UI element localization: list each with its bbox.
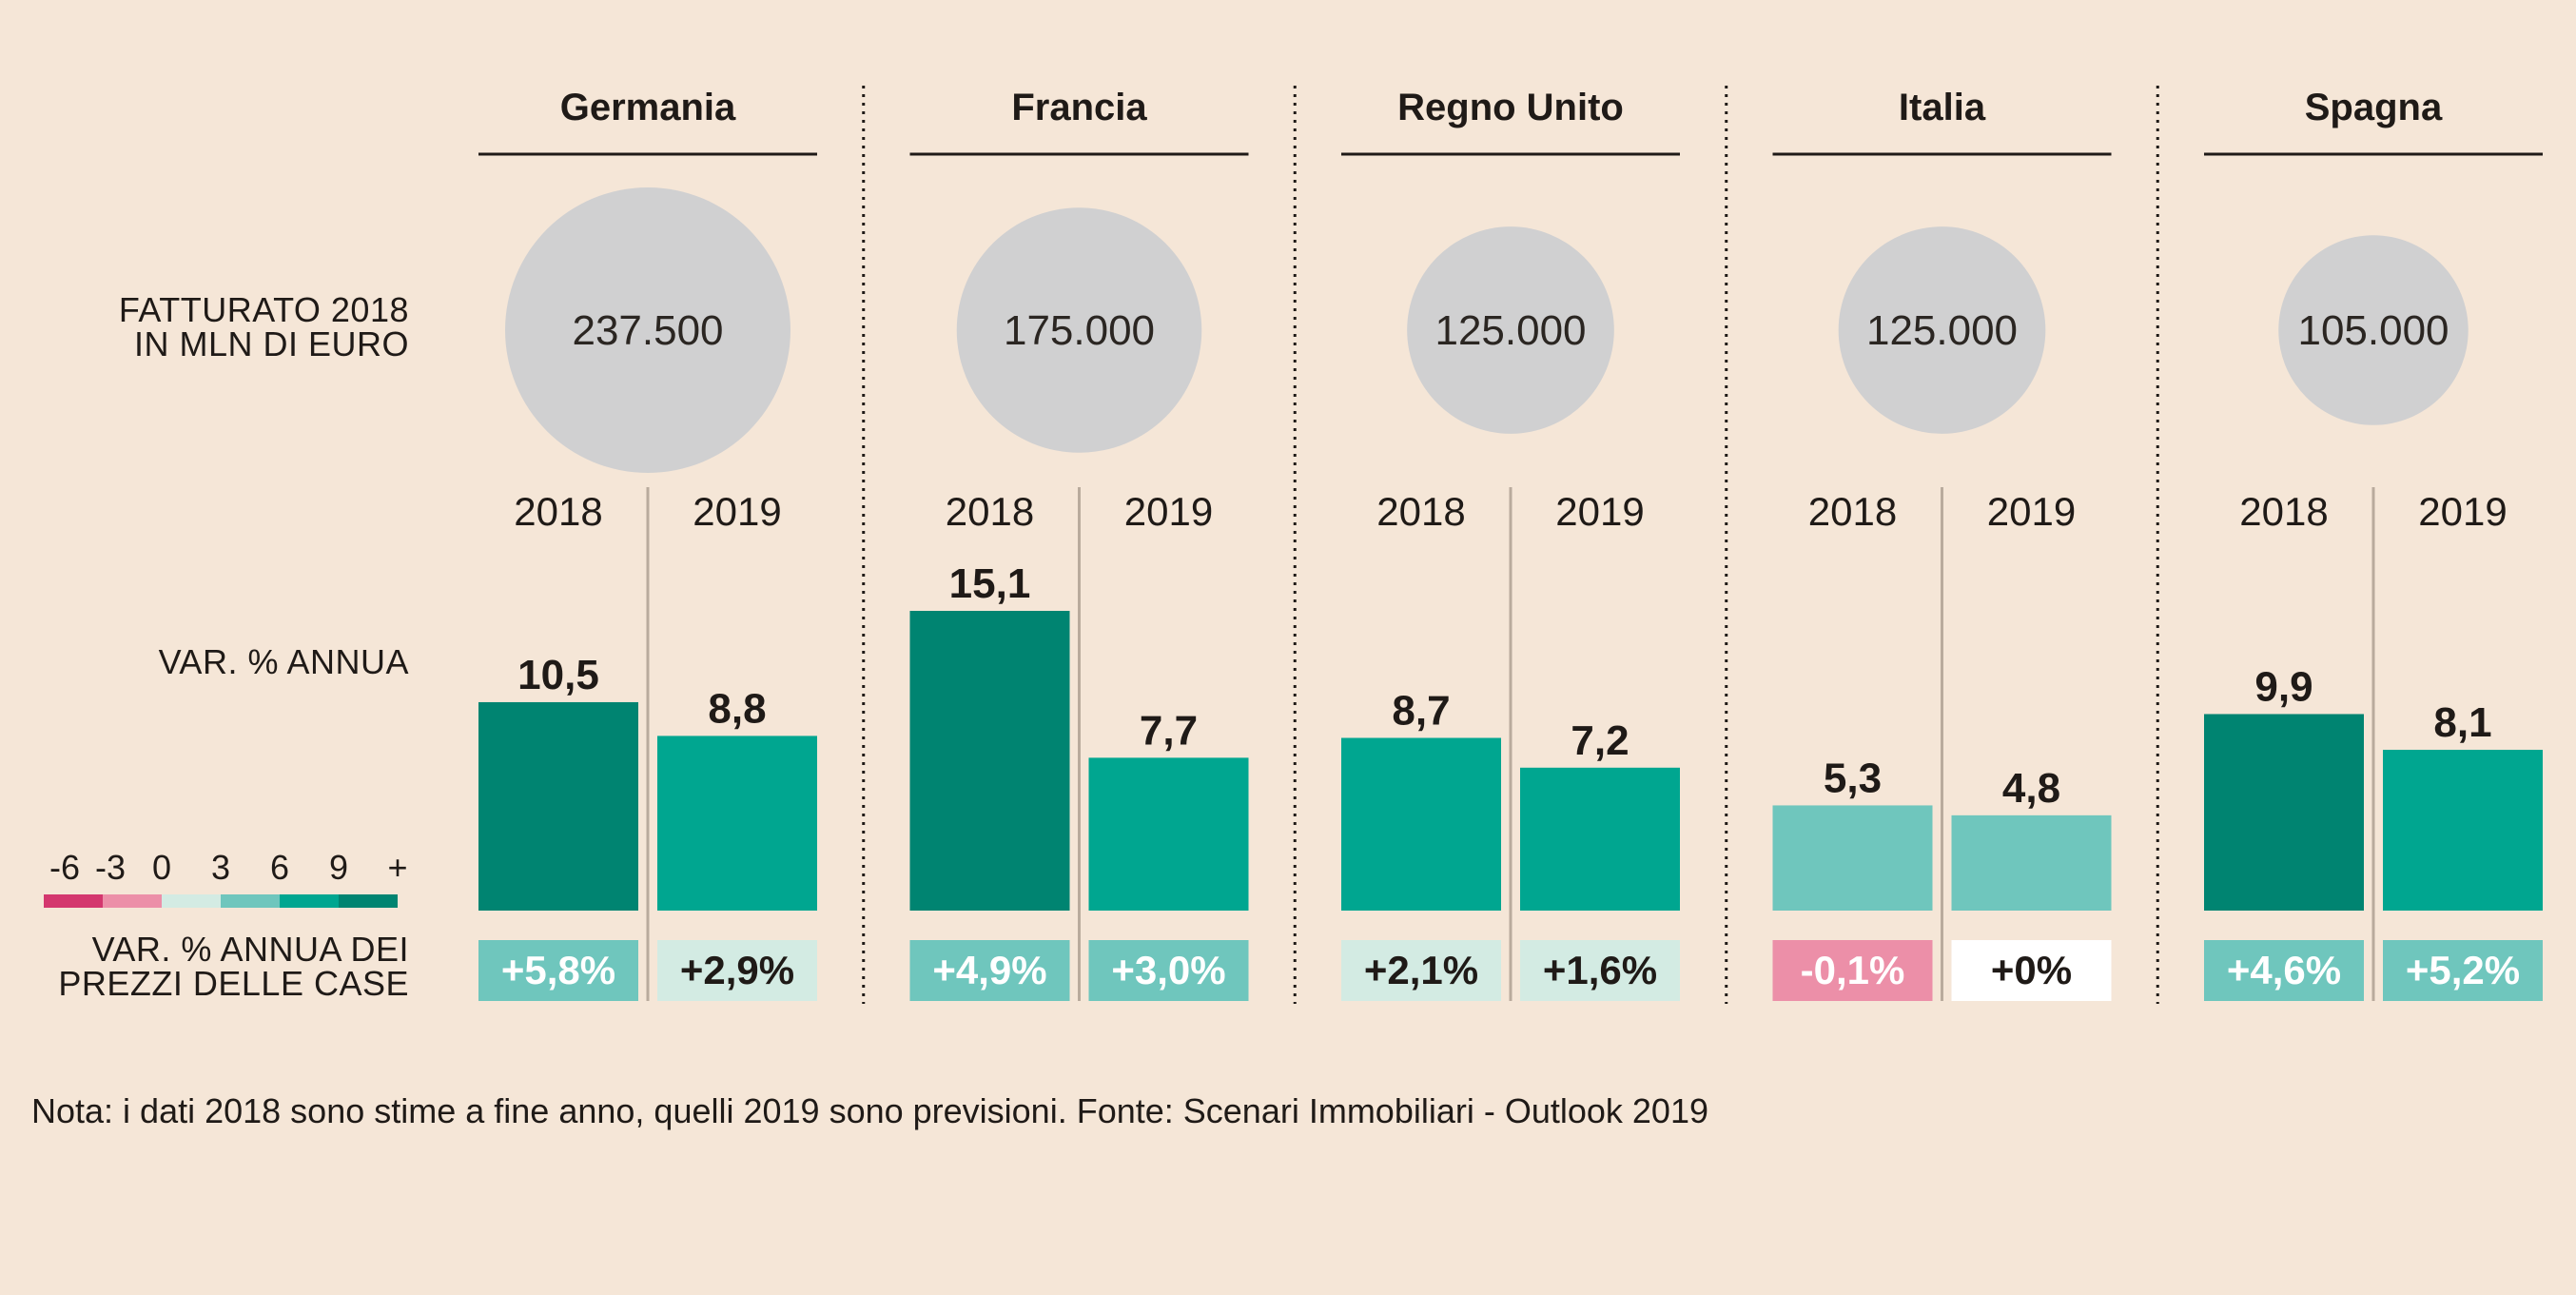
annual-change-label: 10,5 — [517, 652, 599, 698]
price-change-box — [2204, 940, 2364, 1001]
annual-change-label: 8,1 — [2433, 699, 2491, 746]
legend-tick-label: 0 — [152, 848, 171, 887]
legend-tick-label: 9 — [329, 848, 348, 887]
price-change-label: +5,8% — [501, 948, 615, 992]
price-change-label: -0,1% — [1801, 948, 1905, 992]
year-label: 2019 — [693, 489, 781, 534]
annual-change-label: 7,2 — [1571, 717, 1629, 764]
price-change-box — [1951, 940, 2112, 1001]
country-name: Regno Unito — [1397, 87, 1624, 128]
price-change-label: +2,9% — [680, 948, 794, 992]
legend-tick-label: -6 — [49, 848, 80, 887]
legend-tick-label: + — [387, 848, 407, 887]
year-label: 2019 — [1124, 489, 1213, 534]
price-change-label: +3,0% — [1111, 948, 1225, 992]
legend-swatch — [44, 894, 103, 908]
annual-change-label: 9,9 — [2254, 663, 2313, 710]
price-change-label: +0% — [1991, 948, 2072, 992]
price-change-box — [2383, 940, 2543, 1001]
annual-change-bar — [1772, 805, 1933, 911]
year-label: 2018 — [1808, 489, 1897, 534]
annual-change-bar — [1341, 737, 1501, 911]
price-change-box — [657, 940, 817, 1001]
revenue-row-label-line2: IN MLN DI EURO — [134, 324, 409, 363]
country-name: Spagna — [2305, 87, 2443, 128]
revenue-bubble — [2278, 235, 2469, 425]
revenue-value: 125.000 — [1434, 307, 1586, 354]
annual-change-label: 7,7 — [1140, 707, 1198, 754]
revenue-value: 105.000 — [2297, 307, 2449, 354]
color-scale-legend: -6 -3 0 3 6 9 + — [44, 848, 408, 908]
annual-change-bar — [909, 611, 1070, 911]
price-change-label: +5,2% — [2406, 948, 2520, 992]
price-change-box — [1520, 940, 1680, 1001]
country-name: Italia — [1899, 87, 1986, 128]
annual-change-label: 8,8 — [708, 685, 766, 732]
annual-change-bar — [1520, 767, 1680, 911]
year-label: 2019 — [2418, 489, 2507, 534]
legend-swatch — [103, 894, 162, 908]
year-label: 2018 — [2239, 489, 2328, 534]
revenue-bubble — [1838, 226, 2046, 434]
annual-change-row-label: VAR. % ANNUA — [159, 642, 409, 681]
year-label: 2018 — [946, 489, 1034, 534]
revenue-value: 237.500 — [572, 307, 723, 354]
revenue-value: 175.000 — [1004, 307, 1155, 354]
annual-change-bar — [1951, 814, 2112, 911]
price-change-box — [1341, 940, 1501, 1001]
legend-tick-label: -3 — [95, 848, 126, 887]
revenue-bubble — [1407, 226, 1614, 434]
source-note: Nota: i dati 2018 sono stime a fine anno… — [31, 1091, 1708, 1130]
price-change-label: +2,1% — [1364, 948, 1478, 992]
annual-change-bar — [2383, 750, 2543, 911]
price-change-label: +1,6% — [1543, 948, 1657, 992]
legend-swatch — [221, 894, 280, 908]
annual-change-label: 8,7 — [1392, 688, 1450, 735]
price-change-box — [909, 940, 1070, 1001]
price-change-box — [478, 940, 638, 1001]
revenue-row-label-line1: FATTURATO 2018 — [119, 290, 409, 329]
price-change-box — [1088, 940, 1249, 1001]
year-label: 2019 — [1555, 489, 1644, 534]
price-change-label: +4,6% — [2227, 948, 2341, 992]
revenue-bubble — [505, 187, 790, 473]
prices-row-label-line1: VAR. % ANNUA DEI — [92, 930, 409, 969]
legend-swatch — [162, 894, 221, 908]
price-change-box — [1772, 940, 1933, 1001]
annual-change-bar — [2204, 714, 2364, 911]
legend-tick-label: 3 — [211, 848, 230, 887]
country-columns: Germania 237.500 2018 10,5 +5,8% 2019 8,8 +2,9%… — [478, 86, 2543, 1004]
annual-change-bar — [1088, 757, 1249, 911]
legend-swatch — [280, 894, 339, 908]
annual-change-label: 4,8 — [2002, 765, 2060, 812]
year-label: 2019 — [1987, 489, 2076, 534]
annual-change-bar — [657, 736, 817, 911]
legend-tick-label: 6 — [270, 848, 289, 887]
revenue-bubble — [956, 207, 1202, 453]
country-name: Germania — [560, 87, 736, 128]
prices-row-label-line2: PREZZI DELLE CASE — [58, 964, 409, 1003]
country-name: Francia — [1011, 87, 1147, 128]
annual-change-label: 5,3 — [1824, 755, 1882, 801]
annual-change-bar — [478, 701, 638, 911]
revenue-value: 125.000 — [1866, 307, 2018, 354]
annual-change-label: 15,1 — [949, 560, 1031, 607]
price-change-label: +4,9% — [932, 948, 1046, 992]
legend-swatch — [339, 894, 398, 908]
year-label: 2018 — [1376, 489, 1465, 534]
year-label: 2018 — [514, 489, 602, 534]
